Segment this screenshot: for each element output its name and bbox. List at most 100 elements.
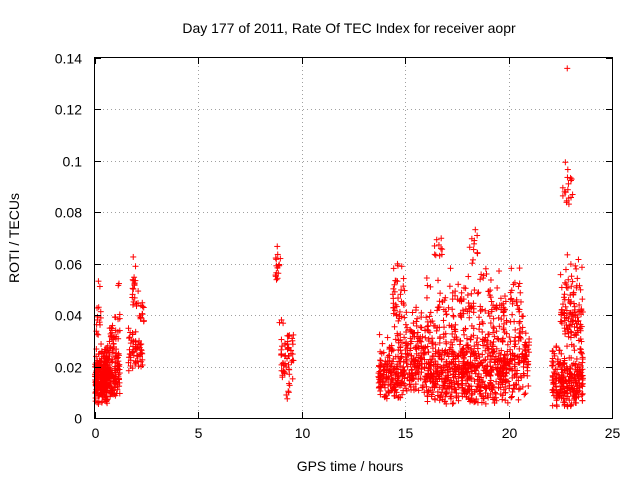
data-point — [112, 369, 119, 376]
data-point — [96, 283, 103, 290]
data-point — [383, 374, 390, 381]
data-point — [468, 349, 475, 356]
data-point — [397, 343, 404, 350]
data-point — [476, 388, 483, 395]
data-point — [425, 349, 432, 356]
data-point — [430, 362, 437, 369]
data-point — [490, 338, 497, 345]
data-point — [377, 377, 384, 384]
data-point — [137, 314, 144, 321]
data-point — [140, 304, 147, 311]
data-point — [471, 378, 478, 385]
data-point — [110, 341, 117, 348]
data-point — [391, 288, 398, 295]
data-point — [429, 384, 436, 391]
data-point — [272, 272, 279, 279]
data-point — [419, 382, 426, 389]
data-point — [465, 273, 472, 280]
data-point — [283, 391, 290, 398]
data-point — [491, 399, 498, 406]
data-point — [395, 337, 402, 344]
data-point — [462, 361, 469, 368]
data-point — [424, 343, 431, 350]
data-point — [455, 358, 462, 365]
data-point — [473, 364, 480, 371]
data-point — [132, 263, 139, 270]
data-point — [131, 360, 138, 367]
data-point — [127, 350, 134, 357]
data-point — [392, 336, 399, 343]
data-point — [498, 316, 505, 323]
data-point — [501, 364, 508, 371]
data-point — [424, 398, 431, 405]
data-point — [478, 379, 485, 386]
data-point — [475, 314, 482, 321]
data-point — [497, 376, 504, 383]
data-point — [278, 361, 285, 368]
data-point — [497, 357, 504, 364]
data-point — [274, 243, 281, 250]
data-point — [99, 370, 106, 377]
data-point — [498, 347, 505, 354]
data-point — [95, 369, 102, 376]
data-point — [488, 366, 495, 373]
data-point — [92, 363, 99, 370]
data-point — [112, 354, 119, 361]
data-point — [445, 353, 452, 360]
data-point — [286, 332, 293, 339]
data-point — [400, 275, 407, 282]
data-point — [115, 363, 122, 370]
data-point — [409, 370, 416, 377]
data-point — [131, 274, 138, 281]
data-point — [383, 367, 390, 374]
data-point — [391, 307, 398, 314]
data-point — [467, 336, 474, 343]
data-point — [127, 340, 134, 347]
data-point — [399, 373, 406, 380]
data-point — [406, 376, 413, 383]
data-point — [104, 400, 111, 407]
data-point — [276, 319, 283, 326]
data-point — [464, 348, 471, 355]
data-point — [418, 324, 425, 331]
data-point — [139, 311, 146, 318]
data-point — [489, 349, 496, 356]
data-point — [384, 334, 391, 341]
data-point — [132, 338, 139, 345]
data-point — [432, 365, 439, 372]
data-point — [489, 341, 496, 348]
data-point — [496, 375, 503, 382]
data-point — [493, 378, 500, 385]
data-point — [98, 374, 105, 381]
data-point — [470, 325, 477, 332]
data-point — [408, 338, 415, 345]
data-point — [280, 367, 287, 374]
data-point — [476, 354, 483, 361]
data-point — [289, 351, 296, 358]
data-point — [109, 369, 116, 376]
data-point — [116, 370, 123, 377]
data-point — [480, 357, 487, 364]
data-point — [289, 375, 296, 382]
data-point — [99, 381, 106, 388]
data-point — [469, 368, 476, 375]
data-point — [431, 395, 438, 402]
data-point — [460, 327, 467, 334]
data-point — [503, 377, 510, 384]
data-point — [440, 331, 447, 338]
data-point — [390, 285, 397, 292]
data-point — [94, 357, 101, 364]
data-point — [412, 371, 419, 378]
data-point — [430, 322, 437, 329]
data-point — [441, 352, 448, 359]
data-point — [94, 304, 101, 311]
data-point — [474, 290, 481, 297]
data-point — [480, 378, 487, 385]
data-point — [130, 286, 137, 293]
data-point — [279, 374, 286, 381]
data-point — [278, 336, 285, 343]
data-point — [111, 314, 118, 321]
data-point — [468, 374, 475, 381]
data-point — [418, 309, 425, 316]
data-point — [440, 362, 447, 369]
